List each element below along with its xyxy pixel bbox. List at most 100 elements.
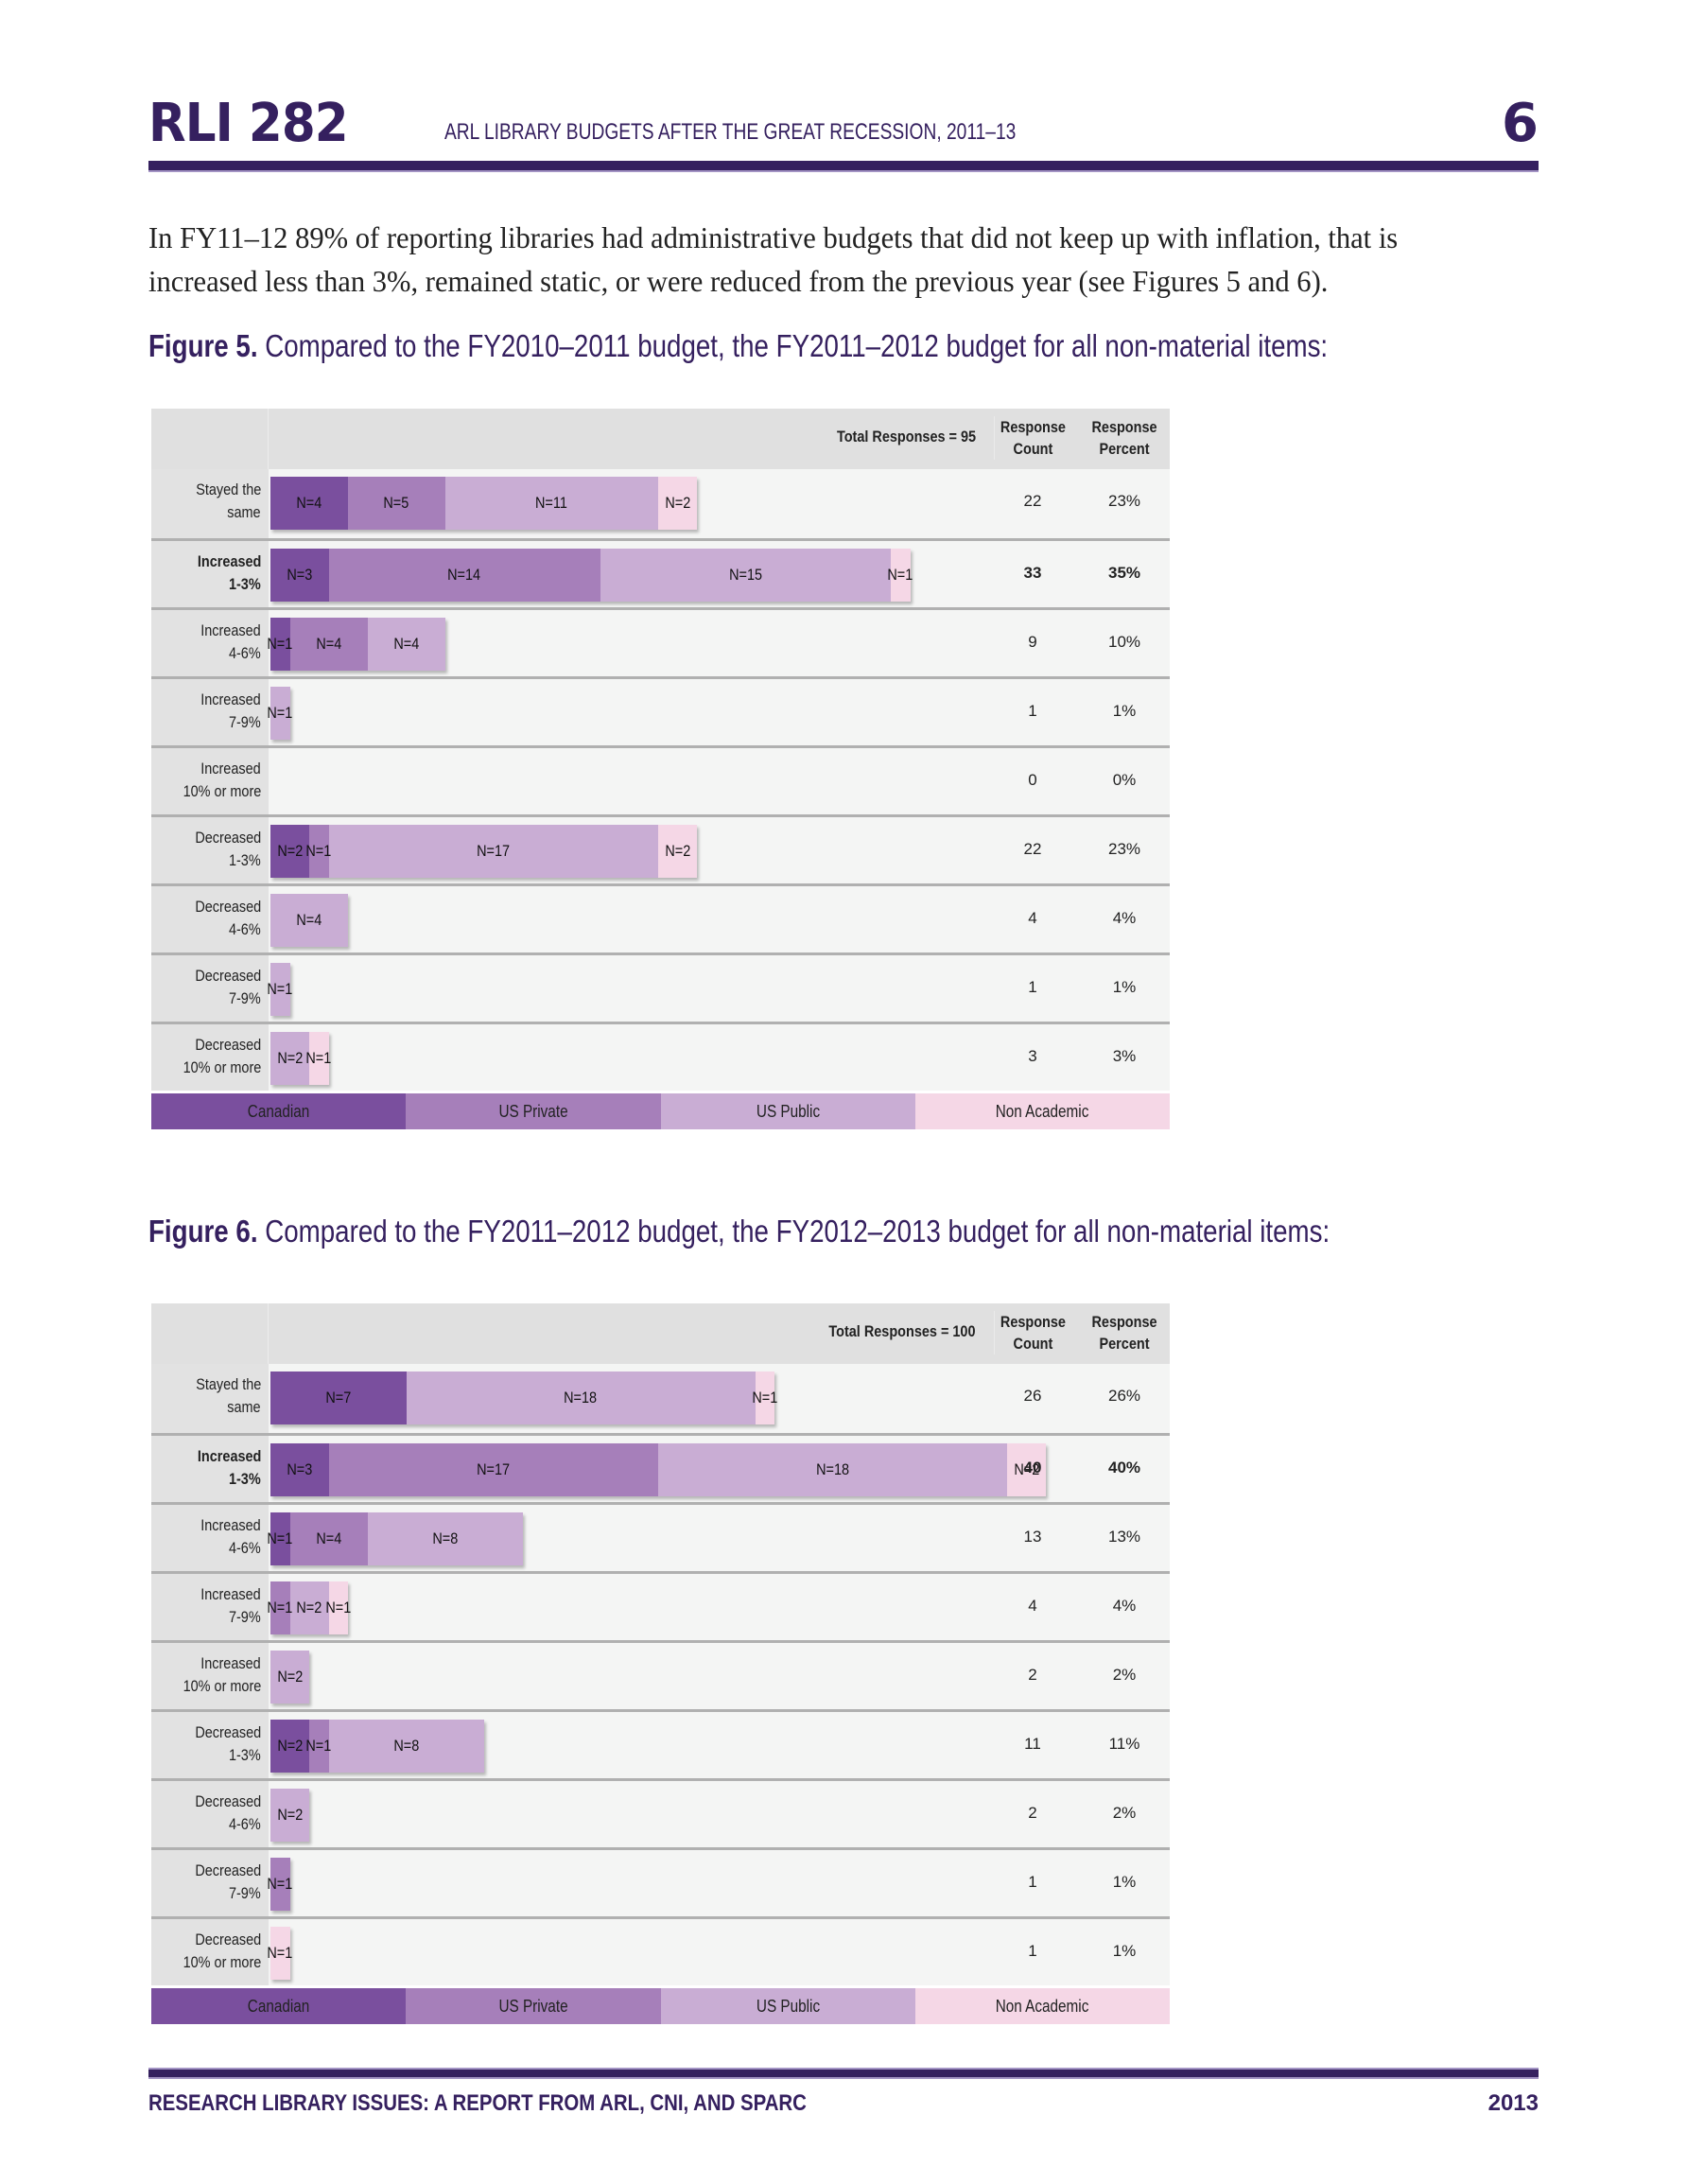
legend-label: US Public [756, 1996, 820, 2016]
segment-label: N=1 [267, 1944, 293, 1962]
row-label-line: same [227, 1398, 261, 1416]
chart-row: Decreased 10% or more N=1 1 1% [151, 1916, 1170, 1985]
response-percent: 1% [1112, 1942, 1137, 1960]
stacked-bar: N=7 N=18 N=1 [270, 1372, 777, 1424]
figure-5-title: Figure 5. Compared to the FY2010–2011 bu… [148, 328, 1328, 364]
legend-label: Canadian [247, 1101, 310, 1121]
bar-segment-us-public: N=11 [444, 477, 658, 530]
footer-year: 2013 [1487, 2090, 1539, 2116]
bar-segment-non-academic: N=2 [658, 825, 697, 878]
response-count-header: Response Count [994, 1311, 1071, 1354]
response-percent-header: Response Percent [1091, 418, 1157, 458]
segment-label: N=8 [432, 1529, 458, 1547]
response-count: 26 [1023, 1387, 1042, 1405]
row-label-line: Increased [200, 1654, 261, 1672]
row-label: Decreased 4-6% [151, 886, 269, 952]
bar-segment-us-public: N=1 [268, 963, 293, 1016]
row-label-line: same [227, 503, 261, 521]
segment-label: N=1 [267, 704, 293, 722]
segment-label: N=2 [665, 494, 690, 512]
response-count: 1 [1028, 1942, 1037, 1960]
figure-6-caption: Compared to the FY2011–2012 budget, the … [265, 1214, 1330, 1249]
row-label: Decreased 1-3% [151, 817, 269, 883]
chart-row: Stayed the same N=7 N=18 N=1 26 26% [151, 1364, 1170, 1433]
stacked-bar: N=1 [268, 963, 293, 1016]
stacked-bar: N=2 N=1 N=17 N=2 [270, 825, 697, 878]
row-label-line: Stayed the [195, 480, 261, 498]
chart-row: Increased 1-3% N=3 N=14 N=15 N=1 33 35% [151, 538, 1170, 607]
response-count: 9 [1028, 633, 1037, 651]
bar-segment-us-public: N=2 [289, 1581, 329, 1634]
segment-label: N=1 [305, 842, 332, 860]
response-count: 2 [1028, 1804, 1037, 1822]
row-label-line: 10% or more [183, 1058, 261, 1076]
response-count: 22 [1023, 492, 1042, 510]
response-count: 0 [1028, 771, 1037, 789]
row-label-line: Decreased [195, 1931, 261, 1948]
row-label: Stayed the same [151, 469, 269, 538]
bar-segment-us-private: N=1 [305, 1720, 332, 1773]
row-label: Decreased 4-6% [151, 1781, 269, 1847]
footer-rule [148, 2068, 1539, 2079]
row-label-line: Increased [200, 690, 261, 708]
row-label-line: 7-9% [229, 1884, 261, 1902]
bar-segment-non-academic: N=2 [658, 477, 697, 530]
response-percent: 0% [1112, 771, 1137, 789]
response-percent: 2% [1112, 1666, 1137, 1684]
response-percent: 40% [1107, 1459, 1141, 1476]
bar-segment-us-private: N=4 [289, 1512, 368, 1565]
row-label-line: Decreased [195, 1861, 261, 1879]
figure-6-label: Figure 6. [148, 1214, 258, 1249]
segment-label: N=18 [816, 1460, 849, 1478]
row-label-line: Decreased [195, 1723, 261, 1741]
segment-label: N=1 [305, 1049, 332, 1067]
row-label-line: Increased [200, 1516, 261, 1534]
bar-segment-us-public: N=2 [270, 1789, 309, 1842]
page-header: RLI 282 ARL LIBRARY BUDGETS AFTER THE GR… [148, 93, 1539, 174]
response-count: 3 [1028, 1047, 1037, 1065]
response-percent: 13% [1107, 1528, 1141, 1546]
segment-label: N=5 [383, 494, 409, 512]
legend-label: Non Academic [996, 1101, 1089, 1121]
segment-label: N=2 [277, 842, 303, 860]
stacked-bar: N=2 [270, 1651, 309, 1704]
row-label: Stayed the same [151, 1364, 269, 1433]
segment-label: N=1 [267, 1599, 293, 1616]
segment-label: N=15 [728, 566, 762, 584]
segment-label: N=4 [296, 494, 322, 512]
bar-segment-us-public: N=4 [270, 894, 348, 947]
segment-label: N=4 [316, 1529, 341, 1547]
legend-item-non-academic: Non Academic [914, 1988, 1170, 2024]
row-label-line: 4-6% [229, 1539, 261, 1557]
bar-segment-non-academic: N=2 [1007, 1443, 1046, 1496]
page-number: 6 [1502, 93, 1539, 154]
segment-label: N=1 [267, 1529, 293, 1547]
chart-row: Increased 4-6% N=1 N=4 N=8 13 13% [151, 1502, 1170, 1571]
segment-label: N=2 [665, 842, 690, 860]
row-label-line: 4-6% [229, 644, 261, 662]
segment-label: N=1 [305, 1737, 332, 1755]
header-label-spacer [151, 409, 269, 469]
stacked-bar: N=4 [270, 894, 348, 947]
response-percent: 26% [1107, 1387, 1141, 1405]
segment-label: N=8 [393, 1737, 419, 1755]
row-label-line: Stayed the [195, 1375, 261, 1393]
bar-segment-us-private: N=1 [305, 825, 332, 878]
row-label: Decreased 7-9% [151, 955, 269, 1022]
row-label: Decreased 7-9% [151, 1850, 269, 1916]
row-label: Increased 4-6% [151, 610, 269, 676]
row-label-line: 1-3% [229, 1470, 261, 1488]
figure-6-title: Figure 6. Compared to the FY2011–2012 bu… [148, 1214, 1330, 1249]
figure-5-chart: Total Responses = 95 Response Count Respons… [151, 409, 1170, 1129]
figure-5-label: Figure 5. [148, 328, 258, 363]
chart-row: Decreased 7-9% N=1 1 1% [151, 952, 1170, 1022]
chart-row: Increased 7-9% N=1 N=2 N=1 4 4% [151, 1571, 1170, 1640]
row-label-line: Decreased [195, 898, 261, 916]
segment-label: N=2 [296, 1599, 322, 1616]
bar-segment-us-public: N=2 [270, 1032, 309, 1085]
chart-rows: Stayed the same N=7 N=18 N=1 26 26% Increased 1-… [151, 1364, 1170, 1985]
segment-label: N=2 [277, 1737, 303, 1755]
row-label-line: 4-6% [229, 920, 261, 938]
legend-label: Canadian [247, 1996, 310, 2016]
segment-label: N=4 [316, 635, 341, 653]
